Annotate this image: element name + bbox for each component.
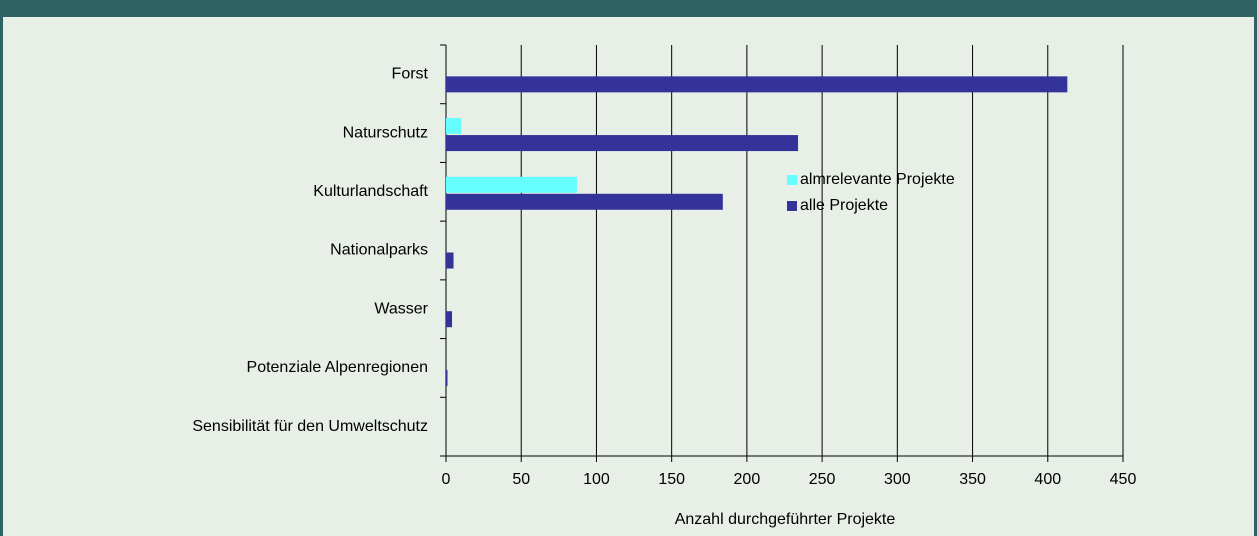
x-axis-label: Anzahl durchgeführter Projekte — [675, 511, 896, 528]
x-tick-label: 150 — [658, 471, 685, 488]
x-tick-label: 250 — [809, 471, 836, 488]
bar — [446, 193, 723, 210]
legend-label: alle Projekte — [800, 197, 888, 214]
bar — [446, 311, 453, 328]
y-tick-label: Sensibilität für den Umweltschutz — [192, 418, 428, 435]
header-bar — [0, 0, 1257, 17]
bar — [446, 118, 462, 135]
x-tick-label: 50 — [512, 471, 530, 488]
bar — [446, 252, 454, 269]
x-tick-label: 350 — [959, 471, 986, 488]
x-tick-label: 300 — [884, 471, 911, 488]
y-tick-label: Naturschutz — [343, 124, 428, 141]
x-tick-label: 450 — [1110, 471, 1137, 488]
x-tick-label: 0 — [442, 471, 451, 488]
legend-swatch — [787, 175, 797, 185]
y-tick-label: Forst — [392, 66, 429, 83]
legend-label: almrelevante Projekte — [800, 171, 955, 188]
x-tick-label: 100 — [583, 471, 610, 488]
bar — [446, 369, 448, 386]
x-tick-label: 400 — [1034, 471, 1061, 488]
y-tick-label: Wasser — [374, 300, 428, 317]
y-tick-label: Nationalparks — [330, 242, 428, 259]
x-tick-label: 200 — [734, 471, 761, 488]
y-tick-label: Kulturlandschaft — [313, 183, 428, 200]
y-tick-label: Potenziale Alpenregionen — [247, 359, 428, 376]
bar — [446, 135, 799, 152]
legend-swatch — [787, 201, 797, 211]
bar — [446, 176, 577, 193]
bar — [446, 76, 1068, 93]
